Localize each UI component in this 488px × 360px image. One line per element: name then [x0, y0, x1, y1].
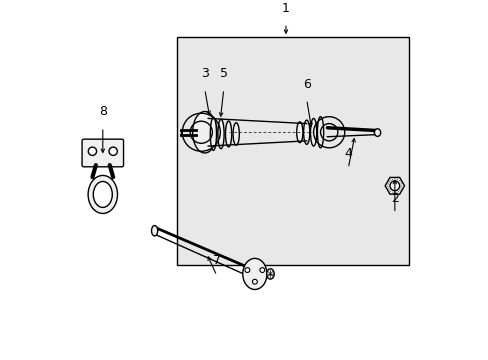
- Ellipse shape: [374, 129, 380, 136]
- Text: 7: 7: [212, 254, 221, 267]
- Circle shape: [260, 267, 264, 273]
- Text: 2: 2: [390, 192, 398, 205]
- Text: 5: 5: [219, 67, 227, 80]
- Ellipse shape: [225, 121, 231, 147]
- FancyBboxPatch shape: [82, 139, 123, 167]
- Ellipse shape: [151, 226, 158, 236]
- Ellipse shape: [317, 117, 323, 148]
- Ellipse shape: [218, 119, 224, 149]
- Ellipse shape: [242, 258, 266, 289]
- Ellipse shape: [310, 118, 316, 146]
- Circle shape: [88, 147, 97, 156]
- Circle shape: [389, 181, 399, 191]
- Ellipse shape: [210, 118, 216, 150]
- Text: 6: 6: [302, 78, 310, 91]
- Ellipse shape: [88, 175, 117, 213]
- Ellipse shape: [233, 123, 239, 145]
- Ellipse shape: [303, 120, 309, 144]
- Bar: [177, 37, 408, 265]
- Circle shape: [244, 267, 249, 273]
- Ellipse shape: [93, 181, 112, 207]
- Circle shape: [109, 147, 117, 156]
- Text: 3: 3: [201, 67, 208, 80]
- Ellipse shape: [266, 269, 274, 279]
- Text: 1: 1: [282, 2, 289, 15]
- Ellipse shape: [296, 122, 302, 143]
- Text: 8: 8: [99, 105, 106, 118]
- Ellipse shape: [192, 112, 216, 153]
- Circle shape: [252, 279, 257, 284]
- Text: 4: 4: [344, 147, 351, 160]
